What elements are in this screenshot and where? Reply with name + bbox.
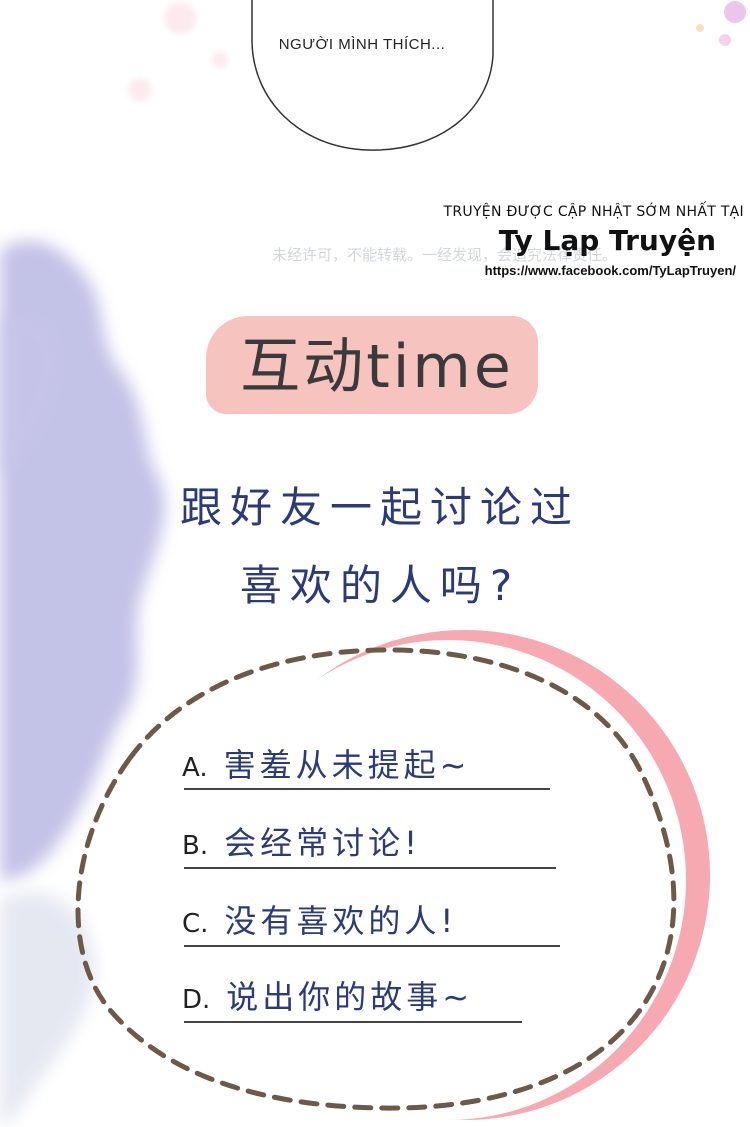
watermark-text: 未经许可，不能转载。一经发现，会追究法律责任。: [272, 246, 618, 264]
option-text: 会经常讨论!: [224, 824, 421, 862]
gray-watercolor: [0, 892, 96, 1127]
speech-bubble: [251, 0, 494, 151]
option-underline: [184, 1021, 522, 1023]
option-b: B. 会经常讨论!: [182, 818, 421, 866]
option-letter: C.: [182, 909, 209, 939]
title-text: 互动time: [240, 332, 514, 402]
bubble-text: NGƯỜI MÌNH THÍCH...: [278, 36, 446, 53]
option-d: D. 说出你的故事~: [182, 972, 473, 1020]
option-underline: [184, 867, 556, 869]
question-line-2: 喜欢的人吗?: [239, 561, 521, 610]
credit-url[interactable]: https://www.facebook.com/TyLapTruyen/: [484, 263, 736, 278]
dashed-frame: [75, 647, 677, 1111]
option-letter: B.: [182, 831, 209, 861]
option-text: 害羞从未提起~: [223, 746, 471, 784]
question-line-1: 跟好友一起讨论过: [179, 483, 580, 532]
credit-brand: Ty Lạp Truyện: [498, 224, 716, 257]
title-banner: [206, 316, 538, 414]
option-letter: A.: [182, 753, 208, 783]
option-underline: [184, 945, 560, 947]
option-text: 说出你的故事~: [226, 978, 474, 1016]
flower-decoration: [696, 1, 746, 46]
credit-line: TRUYỆN ĐƯỢC CẬP NHẬT SỚM NHẤT TẠI: [443, 204, 744, 220]
option-c: C. 没有喜欢的人!: [182, 896, 457, 944]
option-letter: D.: [182, 985, 211, 1015]
petal-decorations: [128, 2, 228, 102]
option-a: A. 害羞从未提起~: [182, 740, 470, 788]
option-underline: [184, 788, 550, 790]
option-text: 没有喜欢的人!: [224, 902, 458, 940]
